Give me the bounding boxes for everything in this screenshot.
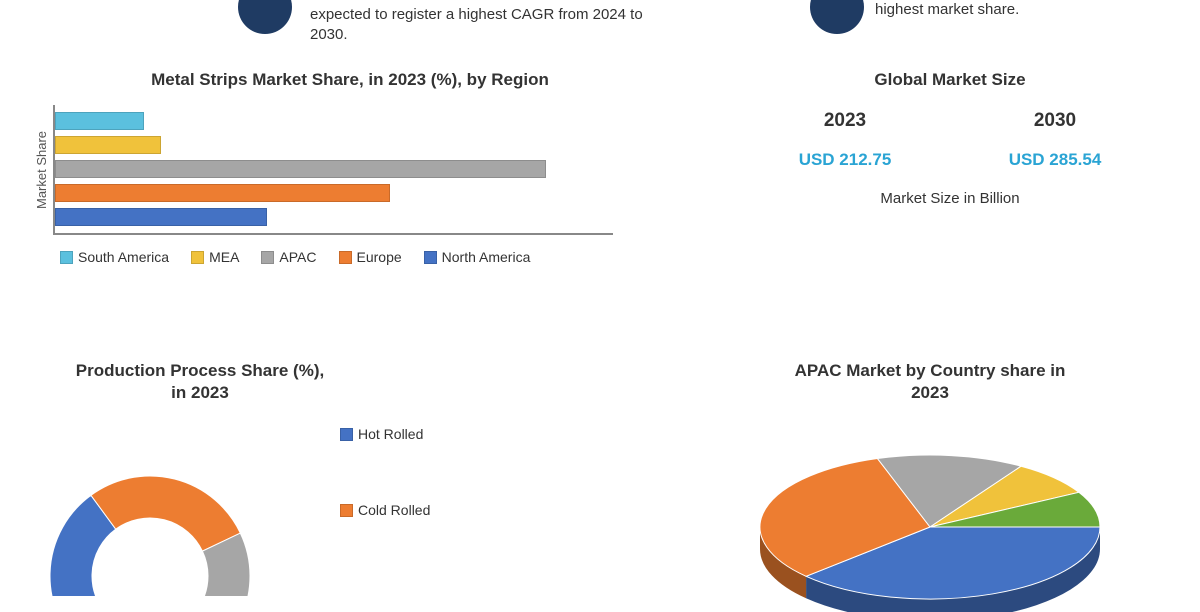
legend-item: Europe bbox=[339, 249, 402, 265]
bar-legend: South America MEA APAC Europe North America bbox=[60, 249, 670, 265]
legend-item: MEA bbox=[191, 249, 239, 265]
legend-swatch bbox=[340, 428, 353, 441]
panel-title: Global Market Size bbox=[740, 70, 1160, 90]
chart-title: Production Process Share (%),in 2023 bbox=[40, 360, 360, 404]
legend-item: Hot Rolled bbox=[340, 426, 430, 442]
legend-swatch bbox=[261, 251, 274, 264]
cagr-blurb: expected to register a highest CAGR from… bbox=[310, 5, 660, 46]
legend-swatch bbox=[424, 251, 437, 264]
gms-subtitle: Market Size in Billion bbox=[740, 190, 1160, 207]
title-line: APAC Market by Country share in bbox=[680, 360, 1180, 382]
bar bbox=[55, 160, 546, 178]
info-icon bbox=[238, 0, 292, 34]
title-line: 2023 bbox=[680, 382, 1180, 404]
bar-row bbox=[55, 160, 613, 178]
info-icon bbox=[810, 0, 864, 34]
legend-item: South America bbox=[60, 249, 169, 265]
gms-col-2030: 2030 USD 285.54 bbox=[961, 110, 1150, 170]
legend-item: Cold Rolled bbox=[340, 502, 430, 518]
bar bbox=[55, 184, 390, 202]
legend-swatch bbox=[339, 251, 352, 264]
bar-row bbox=[55, 136, 613, 154]
bar-row bbox=[55, 208, 613, 226]
legend-label: Cold Rolled bbox=[358, 502, 430, 518]
legend-swatch bbox=[340, 504, 353, 517]
region-share-bar-chart: Metal Strips Market Share, in 2023 (%), … bbox=[30, 70, 670, 265]
legend-swatch bbox=[60, 251, 73, 264]
bar-plot-area bbox=[53, 105, 613, 235]
bar bbox=[55, 112, 144, 130]
chart-body: Market Share bbox=[30, 105, 670, 235]
chart-title: Metal Strips Market Share, in 2023 (%), … bbox=[30, 70, 670, 90]
gms-value: USD 285.54 bbox=[961, 150, 1150, 170]
bar-row bbox=[55, 184, 613, 202]
legend-label: APAC bbox=[279, 249, 316, 265]
legend-item: North America bbox=[424, 249, 531, 265]
legend-label: Europe bbox=[357, 249, 402, 265]
gms-year: 2030 bbox=[961, 110, 1150, 132]
bar-row bbox=[55, 112, 613, 130]
legend-label: South America bbox=[78, 249, 169, 265]
bar bbox=[55, 208, 267, 226]
donut-svg bbox=[40, 416, 260, 596]
gms-year: 2023 bbox=[751, 110, 940, 132]
production-process-donut: Production Process Share (%),in 2023 Hot… bbox=[40, 360, 600, 596]
legend-label: MEA bbox=[209, 249, 239, 265]
pie-svg bbox=[740, 422, 1120, 612]
title-line: Production Process Share (%), bbox=[40, 360, 360, 382]
top-blurbs: expected to register a highest CAGR from… bbox=[0, 0, 1200, 50]
bar bbox=[55, 136, 161, 154]
legend-label: Hot Rolled bbox=[358, 426, 423, 442]
y-axis-label: Market Share bbox=[30, 105, 53, 235]
gms-columns: 2023 USD 212.75 2030 USD 285.54 bbox=[740, 110, 1160, 170]
global-market-size-panel: Global Market Size 2023 USD 212.75 2030 … bbox=[740, 70, 1160, 207]
gms-col-2023: 2023 USD 212.75 bbox=[751, 110, 940, 170]
donut-legend: Hot Rolled Cold Rolled bbox=[340, 416, 430, 518]
title-line: in 2023 bbox=[40, 382, 360, 404]
donut-wrap: Hot Rolled Cold Rolled bbox=[40, 416, 600, 596]
donut-slice bbox=[91, 476, 240, 551]
chart-title: APAC Market by Country share in2023 bbox=[680, 360, 1180, 404]
gms-value: USD 212.75 bbox=[751, 150, 940, 170]
legend-swatch bbox=[191, 251, 204, 264]
legend-label: North America bbox=[442, 249, 531, 265]
apac-country-pie: APAC Market by Country share in2023 bbox=[680, 360, 1180, 612]
legend-item: APAC bbox=[261, 249, 316, 265]
share-blurb: highest market share. bbox=[875, 0, 1175, 20]
pie-wrap bbox=[680, 422, 1180, 612]
